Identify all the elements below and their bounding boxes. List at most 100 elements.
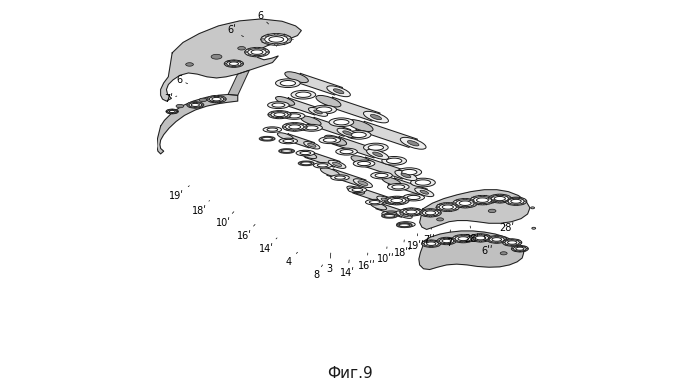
Ellipse shape (347, 120, 373, 131)
Ellipse shape (492, 199, 495, 201)
Ellipse shape (370, 115, 382, 120)
Text: 6ʹ: 6ʹ (227, 25, 243, 37)
Ellipse shape (301, 116, 321, 126)
Ellipse shape (199, 98, 207, 102)
Ellipse shape (517, 244, 519, 245)
Ellipse shape (387, 183, 409, 190)
Ellipse shape (301, 124, 304, 125)
Ellipse shape (470, 234, 491, 242)
Ellipse shape (299, 151, 317, 159)
Ellipse shape (263, 127, 282, 133)
Ellipse shape (458, 237, 468, 240)
Ellipse shape (408, 196, 420, 199)
Ellipse shape (462, 242, 465, 243)
Polygon shape (228, 70, 250, 95)
Ellipse shape (336, 148, 357, 155)
Ellipse shape (300, 151, 310, 155)
Ellipse shape (245, 52, 247, 53)
Ellipse shape (396, 222, 415, 227)
Ellipse shape (471, 200, 474, 201)
Ellipse shape (346, 131, 371, 139)
Ellipse shape (491, 195, 508, 202)
Ellipse shape (521, 198, 524, 199)
Ellipse shape (403, 197, 406, 198)
Ellipse shape (226, 61, 229, 62)
Ellipse shape (275, 79, 300, 88)
Ellipse shape (489, 237, 491, 238)
Ellipse shape (505, 197, 527, 205)
Ellipse shape (505, 201, 508, 202)
Ellipse shape (429, 209, 432, 210)
Ellipse shape (419, 209, 441, 217)
Ellipse shape (489, 237, 491, 239)
Ellipse shape (248, 54, 251, 56)
Polygon shape (324, 97, 380, 121)
Ellipse shape (491, 201, 494, 202)
Ellipse shape (436, 241, 438, 242)
Ellipse shape (384, 200, 387, 201)
Ellipse shape (352, 188, 363, 192)
Ellipse shape (453, 199, 477, 208)
Ellipse shape (351, 156, 373, 166)
Ellipse shape (256, 47, 259, 48)
Ellipse shape (454, 209, 456, 210)
Ellipse shape (224, 60, 243, 67)
Ellipse shape (408, 141, 419, 146)
Ellipse shape (442, 205, 454, 209)
Ellipse shape (284, 72, 308, 83)
Ellipse shape (271, 111, 288, 118)
Ellipse shape (287, 114, 301, 118)
Ellipse shape (437, 218, 444, 221)
Ellipse shape (403, 214, 405, 215)
Ellipse shape (521, 203, 524, 204)
Ellipse shape (215, 95, 217, 96)
Ellipse shape (505, 240, 519, 245)
Text: Фиг.9: Фиг.9 (326, 366, 373, 380)
Ellipse shape (481, 196, 484, 197)
Ellipse shape (282, 123, 307, 131)
Ellipse shape (388, 203, 391, 204)
Ellipse shape (455, 236, 471, 242)
Ellipse shape (320, 168, 340, 177)
Ellipse shape (329, 160, 346, 169)
Ellipse shape (278, 118, 281, 119)
Ellipse shape (301, 129, 304, 130)
Ellipse shape (454, 204, 456, 205)
Ellipse shape (489, 237, 504, 242)
Ellipse shape (382, 177, 401, 186)
Ellipse shape (263, 48, 266, 50)
Ellipse shape (381, 198, 390, 202)
Ellipse shape (489, 203, 491, 204)
Ellipse shape (187, 102, 204, 108)
Ellipse shape (395, 196, 398, 197)
Ellipse shape (335, 176, 345, 179)
Ellipse shape (456, 206, 459, 208)
Ellipse shape (340, 149, 353, 154)
Ellipse shape (210, 101, 212, 102)
Ellipse shape (487, 236, 507, 243)
Ellipse shape (238, 61, 241, 62)
Ellipse shape (502, 237, 504, 238)
Text: 7ʹʹ: 7ʹʹ (423, 228, 435, 245)
Ellipse shape (278, 133, 294, 140)
Ellipse shape (288, 39, 291, 40)
Ellipse shape (489, 198, 491, 199)
Ellipse shape (317, 164, 328, 167)
Ellipse shape (489, 241, 491, 242)
Ellipse shape (406, 200, 409, 201)
Ellipse shape (422, 210, 438, 216)
Ellipse shape (436, 203, 459, 212)
Ellipse shape (177, 111, 178, 112)
Ellipse shape (248, 48, 251, 50)
Ellipse shape (388, 197, 391, 198)
Ellipse shape (348, 187, 367, 193)
Ellipse shape (343, 131, 352, 135)
Polygon shape (376, 204, 407, 217)
Ellipse shape (424, 241, 438, 246)
Ellipse shape (274, 113, 285, 117)
Ellipse shape (363, 111, 389, 123)
Ellipse shape (399, 224, 410, 227)
Ellipse shape (468, 241, 471, 242)
Ellipse shape (475, 203, 477, 204)
Ellipse shape (261, 137, 273, 140)
